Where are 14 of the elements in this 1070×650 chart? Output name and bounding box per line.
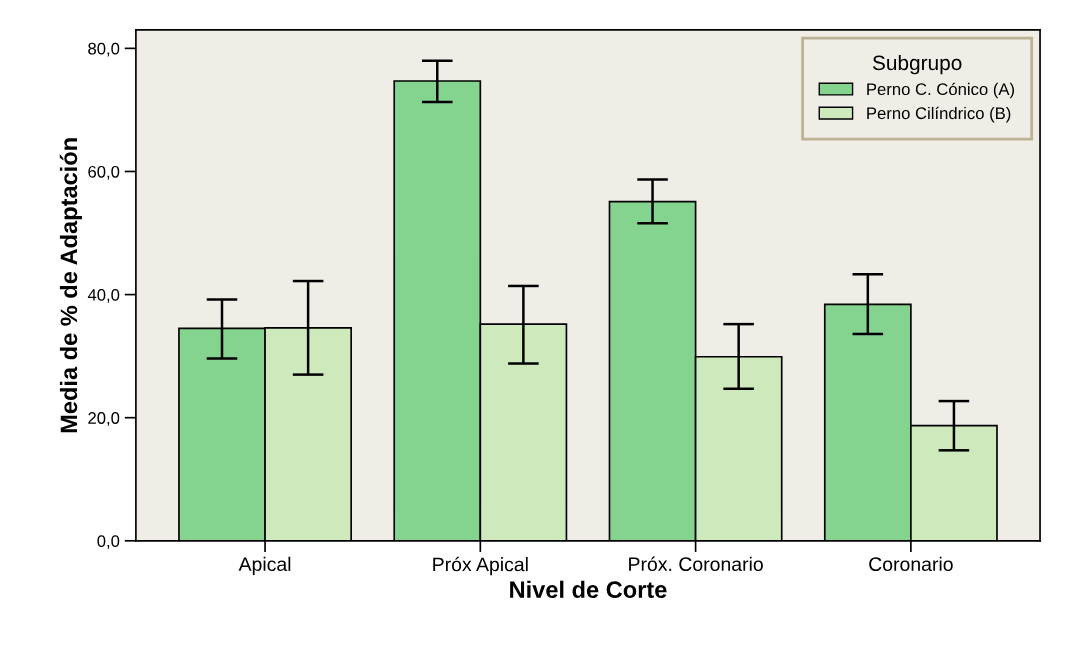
x-axis-title: Nivel de Corte bbox=[510, 580, 667, 599]
y-tick-label: 40,0 bbox=[87, 288, 120, 303]
y-axis-title: Media de % de Adaptación bbox=[59, 138, 82, 433]
legend-title: Subgrupo bbox=[872, 54, 962, 75]
y-tick-label: 0,0 bbox=[97, 535, 120, 549]
legend-label: Perno Cilíndrico (B) bbox=[867, 106, 1011, 123]
y-tick-label: 80,0 bbox=[88, 42, 120, 57]
x-tick-label: Próx Apical bbox=[433, 556, 528, 576]
y-tick-label: 20,0 bbox=[88, 412, 120, 426]
x-tick-label: Coronario bbox=[869, 556, 953, 572]
legend-label: Perno C. Cónico (A) bbox=[867, 82, 1015, 99]
y-tick-label: 60,0 bbox=[88, 165, 120, 180]
x-tick-label: Apical bbox=[238, 556, 291, 575]
x-tick-label: Próx. Coronario bbox=[629, 556, 763, 572]
